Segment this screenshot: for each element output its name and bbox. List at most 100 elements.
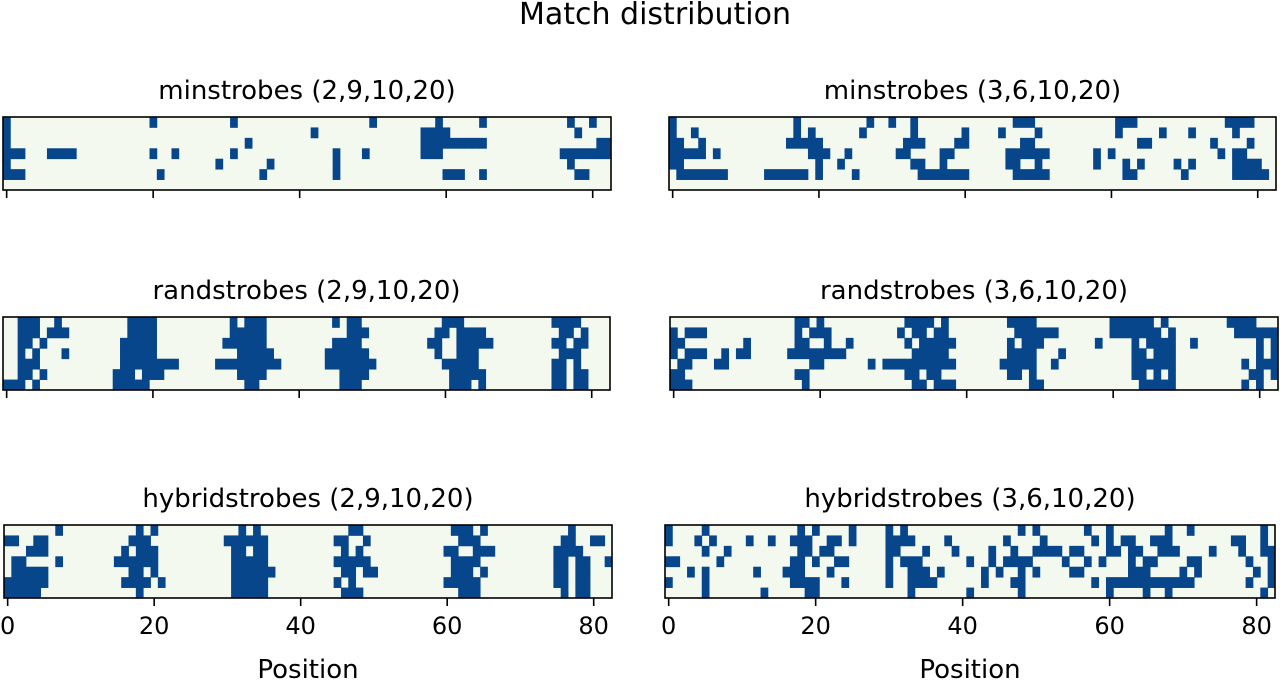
match-cell — [665, 556, 673, 568]
match-cell — [1005, 148, 1014, 160]
match-cell — [1239, 148, 1248, 160]
match-cell — [450, 566, 459, 578]
match-cell — [134, 327, 143, 339]
match-cell — [361, 358, 370, 370]
match-cell — [121, 545, 129, 557]
match-cell — [670, 379, 678, 391]
match-cell — [580, 327, 589, 339]
match-cell — [926, 358, 935, 370]
match-cell — [567, 148, 575, 160]
match-cell — [1005, 158, 1014, 170]
match-cell — [435, 148, 443, 160]
match-cell — [1160, 358, 1169, 370]
match-cell — [55, 525, 64, 536]
match-cell — [54, 327, 62, 339]
match-cell — [919, 348, 927, 360]
match-cell — [113, 556, 122, 568]
match-cell — [834, 535, 842, 547]
match-cell — [3, 137, 11, 149]
match-cell — [551, 358, 560, 370]
axes-frame — [669, 316, 1279, 391]
match-cell — [1041, 148, 1050, 160]
match-cell — [801, 369, 810, 380]
match-cell — [1137, 158, 1145, 170]
match-cell — [797, 556, 806, 568]
match-cell — [841, 577, 850, 588]
match-cell — [332, 358, 340, 370]
match-cell — [340, 566, 349, 578]
match-cell — [25, 566, 34, 578]
match-cell — [260, 545, 269, 557]
match-cell — [941, 337, 949, 349]
match-cell — [1144, 137, 1153, 149]
match-cell — [1098, 556, 1107, 568]
heatmap-panel-2: randstrobes (2,9,10,20) — [2, 276, 611, 398]
match-cell — [911, 327, 920, 339]
match-cell — [1267, 545, 1276, 557]
match-cell — [251, 358, 260, 370]
match-cell — [1146, 379, 1154, 391]
match-cell — [127, 348, 136, 360]
match-cell — [553, 556, 562, 568]
match-cell — [266, 358, 274, 370]
match-cell — [1146, 358, 1154, 370]
match-cell — [231, 566, 239, 578]
match-cell — [954, 137, 962, 149]
match-cell — [907, 587, 916, 599]
match-cell — [478, 327, 487, 339]
x-tick-label: 80 — [578, 612, 609, 640]
match-cell — [841, 556, 850, 568]
match-cell — [919, 317, 927, 328]
match-cell — [1131, 317, 1140, 328]
match-cell — [919, 327, 927, 339]
match-cell — [253, 566, 261, 578]
match-cell — [471, 358, 479, 370]
match-cell — [33, 566, 42, 578]
match-cell — [465, 556, 474, 568]
match-cell — [32, 348, 40, 360]
match-cell — [17, 148, 26, 160]
match-cell — [434, 337, 443, 349]
match-cell — [926, 317, 935, 328]
match-cell — [1047, 545, 1055, 557]
match-cell — [1027, 137, 1036, 149]
match-cell — [480, 566, 488, 578]
match-cell — [1267, 566, 1276, 578]
match-cell — [251, 327, 260, 339]
match-cell — [11, 577, 20, 588]
match-cell — [1246, 117, 1255, 128]
match-cell — [677, 379, 686, 391]
match-cell — [244, 348, 253, 360]
match-cell — [450, 545, 459, 557]
match-cell — [3, 127, 11, 139]
match-cell — [127, 358, 136, 370]
match-cell — [801, 379, 810, 391]
match-cell — [150, 566, 159, 578]
match-cell — [677, 358, 686, 370]
match-cell — [911, 348, 920, 360]
match-cell — [3, 117, 11, 128]
match-cell — [1131, 369, 1140, 380]
match-cell — [567, 117, 575, 128]
panel-title: minstrobes (2,9,10,20) — [158, 76, 455, 106]
match-cell — [1164, 587, 1173, 599]
match-cell — [809, 348, 817, 360]
match-cell — [332, 169, 341, 180]
match-cell — [1252, 566, 1261, 578]
match-cell — [582, 566, 591, 578]
match-cell — [1050, 358, 1059, 370]
match-cell — [479, 117, 487, 128]
match-cell — [1020, 169, 1028, 180]
match-cell — [1138, 348, 1147, 360]
match-cell — [787, 348, 795, 360]
match-cell — [859, 127, 867, 139]
match-cell — [245, 556, 254, 568]
match-cell — [1248, 369, 1257, 380]
match-cell — [253, 545, 261, 557]
match-cell — [46, 148, 55, 160]
match-cell — [1131, 337, 1140, 349]
match-cell — [929, 577, 938, 588]
match-cell — [472, 577, 481, 588]
match-cell — [128, 566, 137, 578]
